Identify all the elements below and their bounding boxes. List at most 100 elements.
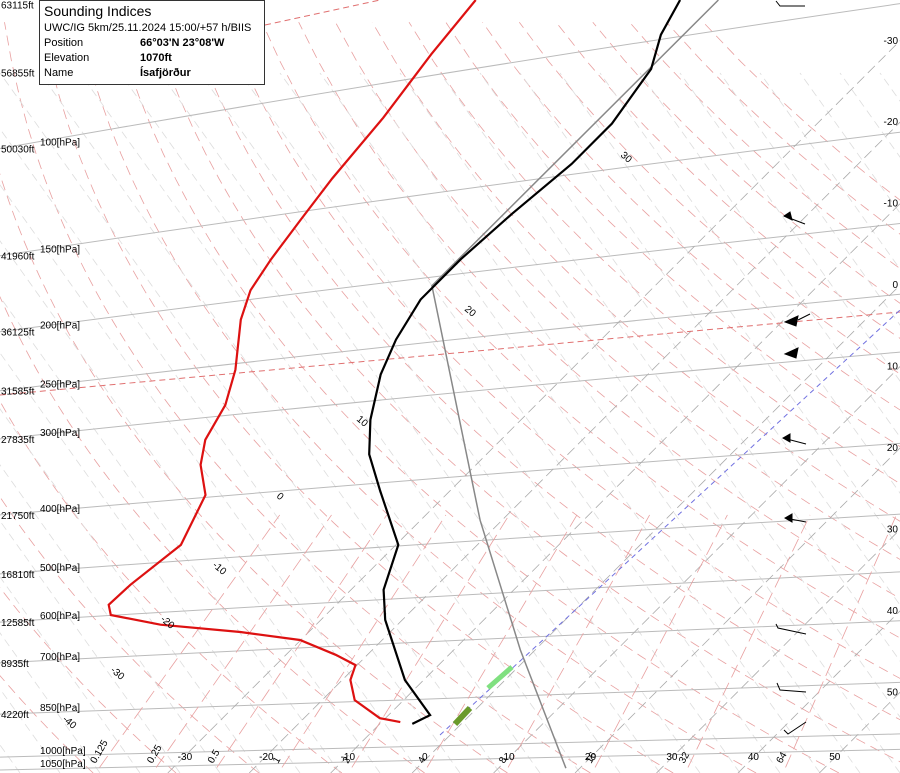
wind-barbs [775, 0, 811, 735]
profile-line [431, 0, 719, 769]
dry-adiabat [188, 22, 900, 721]
moist-adiabat [0, 240, 381, 773]
adiabat-label: 30 [618, 150, 634, 166]
altitude-label: 31585ft [1, 387, 35, 398]
altitude-label: 12585ft [1, 618, 35, 629]
pressure-label: 100[hPa] [40, 138, 80, 149]
moist-adiabat [0, 408, 261, 773]
info-value: 66°03'N 23°08'W [140, 37, 225, 49]
moist-adiabat [0, 464, 221, 773]
isotherm [574, 447, 900, 773]
isobar [0, 131, 900, 257]
moist-adiabat [679, 72, 900, 382]
mixing-ratio-line [687, 514, 811, 768]
info-value: 1070ft [140, 52, 172, 64]
dry-adiabat [0, 295, 425, 773]
moist-adiabat [599, 72, 900, 494]
moist-adiabat [0, 128, 461, 773]
isotherm-label: -20 [259, 752, 274, 763]
dry-adiabat [702, 21, 900, 201]
adiabat-label: -10 [210, 560, 228, 578]
isotherm-label: 0 [422, 752, 428, 763]
isotherm-label-right: 40 [887, 606, 899, 617]
isobar [0, 571, 900, 623]
moist-adiabat [719, 72, 900, 326]
dry-adiabat [666, 21, 900, 235]
info-key: Name [44, 67, 74, 79]
dry-adiabat [40, 22, 674, 773]
dry-adiabat [0, 675, 94, 773]
isotherm [656, 528, 900, 773]
dry-adiabat [629, 21, 900, 270]
isotherm [411, 284, 900, 773]
altitude-label: 50030ft [1, 145, 35, 156]
isobar [0, 620, 900, 664]
dry-adiabat [0, 496, 260, 773]
moist-adiabat [79, 72, 581, 773]
dry-adiabat [114, 22, 840, 773]
mixing-ratio-label: 32 [677, 750, 692, 766]
altitude-label: 16810ft [1, 570, 35, 581]
dry-adiabat [151, 22, 900, 763]
pressure-label: 400[hPa] [40, 504, 80, 515]
pressure-label: 250[hPa] [40, 380, 80, 391]
mixing-ratio-label: 4 [416, 755, 429, 766]
moist-adiabat [0, 632, 101, 773]
moist-adiabat [199, 72, 701, 773]
dry-adiabat [555, 21, 900, 339]
altitude-label: 63115ft [1, 1, 34, 12]
isotherm-label: 50 [829, 752, 841, 763]
pressure-label: 1000[hPa] [40, 746, 86, 757]
info-key: Position [44, 37, 84, 49]
isotherm-label-right: 50 [887, 687, 899, 698]
isotherm [493, 366, 900, 773]
altitude-label: 27835ft [1, 435, 35, 446]
dry-adiabat [482, 21, 900, 411]
altitude-label: 8935ft [1, 659, 29, 670]
mixing-ratio-line [507, 514, 650, 768]
dry-adiabat [261, 22, 900, 639]
freezing-line [0, 311, 900, 396]
isotherm [737, 610, 900, 773]
mixing-ratio-line [785, 514, 897, 768]
moist-adiabat [639, 72, 900, 438]
mixing-ratio-label: 0.125 [89, 738, 111, 766]
isotherm-label: 10 [503, 752, 515, 763]
moist-adiabat [159, 72, 661, 773]
dry-adiabat [224, 22, 900, 679]
moist-adiabat [519, 72, 900, 606]
mixing-ratio-line [594, 514, 728, 768]
moist-adiabat [0, 352, 301, 773]
mixing-ratio-label: 0.25 [145, 743, 164, 766]
isobar [0, 3, 900, 150]
moist-adiabat [359, 72, 861, 773]
isobar [0, 223, 900, 333]
isotherm-label-right: 0 [892, 280, 898, 291]
moist-adiabat [0, 72, 501, 773]
green-band [486, 665, 514, 690]
dry-adiabat [518, 21, 900, 375]
dry-adiabat [0, 400, 343, 773]
altitude-label: 36125ft [1, 328, 35, 339]
pressure-label: 200[hPa] [40, 321, 80, 332]
pressure-label: 150[hPa] [40, 245, 80, 256]
altitude-label: 4220ft [1, 710, 29, 721]
moist-adiabat [0, 576, 141, 773]
mixing-ratio-label: 64 [775, 750, 790, 766]
isotherm-label: -10 [341, 752, 356, 763]
moist-adiabat [319, 72, 821, 773]
mixing-ratio-line [351, 514, 510, 768]
mixing-ratio-line [99, 514, 281, 768]
isotherm [819, 691, 900, 773]
mixing-ratio-label: 2 [341, 755, 354, 766]
pressure-label: 1050[hPa] [40, 759, 86, 770]
moist-adiabat [239, 72, 741, 773]
freezing-line [264, 0, 381, 26]
mixing-ratio-label: 1 [271, 755, 284, 766]
info-row: Name Ísafjörður [44, 66, 260, 81]
curves [107, 0, 719, 769]
dry-adiabat [371, 21, 900, 522]
